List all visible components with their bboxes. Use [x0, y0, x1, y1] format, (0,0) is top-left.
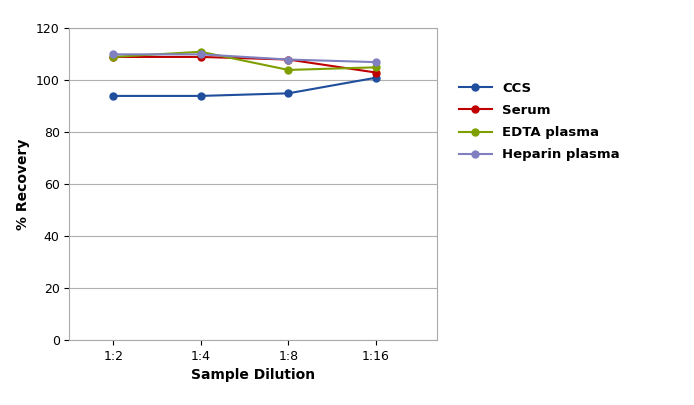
- Line: Heparin plasma: Heparin plasma: [110, 51, 380, 66]
- CCS: [284, 91, 292, 96]
- EDTA plasma: [109, 55, 117, 60]
- Line: Serum: Serum: [110, 53, 380, 76]
- Line: CCS: CCS: [110, 74, 380, 99]
- EDTA plasma: [284, 68, 292, 72]
- CCS: [109, 94, 117, 98]
- Heparin plasma: [109, 52, 117, 57]
- CCS: [372, 75, 380, 80]
- Line: EDTA plasma: EDTA plasma: [110, 48, 380, 73]
- Serum: [196, 55, 205, 60]
- Y-axis label: % Recovery: % Recovery: [16, 139, 31, 230]
- Heparin plasma: [196, 52, 205, 57]
- EDTA plasma: [196, 49, 205, 54]
- Heparin plasma: [372, 60, 380, 64]
- Serum: [109, 55, 117, 60]
- Legend: CCS, Serum, EDTA plasma, Heparin plasma: CCS, Serum, EDTA plasma, Heparin plasma: [459, 82, 620, 162]
- Serum: [372, 70, 380, 75]
- EDTA plasma: [372, 65, 380, 70]
- Serum: [284, 57, 292, 62]
- X-axis label: Sample Dilution: Sample Dilution: [192, 369, 315, 382]
- Heparin plasma: [284, 57, 292, 62]
- CCS: [196, 94, 205, 98]
